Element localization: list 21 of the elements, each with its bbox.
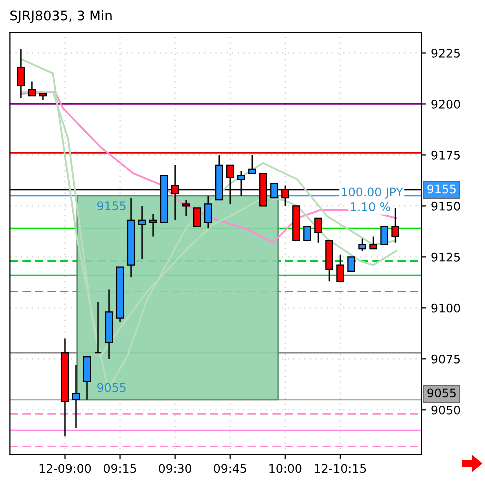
ref-line-label: 9155 <box>428 184 456 194</box>
y-tick-label: 9200 <box>432 100 460 109</box>
y-tick-label: 9150 <box>432 202 460 211</box>
annotation: 9055 <box>98 383 126 392</box>
annotation: 1.10 % <box>351 202 390 212</box>
annotation: 100.00 JPY <box>342 188 404 199</box>
chart-title: SJRJ8035, 3 Min <box>10 10 112 24</box>
y-tick-label: 9225 <box>432 48 460 58</box>
y-tick-label: 9050 <box>432 406 460 415</box>
y-tick-label: 9175 <box>432 150 460 160</box>
x-tick-label: 12-09:00 <box>40 464 92 474</box>
ref-line-label: 9055 <box>428 388 456 398</box>
y-tick-label: 9100 <box>432 304 460 313</box>
x-tick-label: 09:45 <box>214 464 246 474</box>
y-tick-label: 9125 <box>432 252 460 262</box>
x-tick-label: 10:00 <box>270 464 302 474</box>
annotation: 9155 <box>98 202 126 211</box>
x-tick-label: 09:30 <box>159 464 192 474</box>
y-tick-label: 9075 <box>432 354 460 364</box>
x-tick-label: 09:15 <box>104 464 136 474</box>
x-tick-label: 12-10:15 <box>315 464 366 474</box>
